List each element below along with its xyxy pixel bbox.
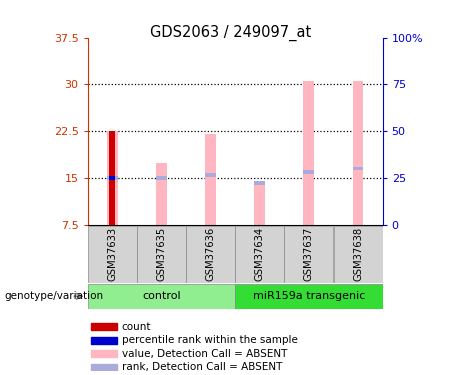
Bar	[284, 226, 333, 282]
Bar	[88, 226, 137, 282]
Text: GDS2063 / 249097_at: GDS2063 / 249097_at	[150, 24, 311, 40]
Bar	[205, 173, 216, 177]
Bar	[333, 226, 383, 282]
Bar	[91, 364, 117, 371]
Bar	[156, 162, 167, 225]
Bar	[109, 176, 115, 180]
Text: miR159a transgenic: miR159a transgenic	[253, 291, 365, 301]
Text: GSM37636: GSM37636	[206, 227, 216, 281]
Bar	[91, 337, 117, 344]
Bar	[107, 131, 118, 225]
Bar	[88, 284, 235, 309]
Bar	[156, 176, 167, 180]
Bar	[186, 226, 235, 282]
Text: GSM37635: GSM37635	[156, 227, 166, 281]
Text: count: count	[122, 322, 151, 332]
Bar	[91, 323, 117, 330]
Text: value, Detection Call = ABSENT: value, Detection Call = ABSENT	[122, 349, 287, 359]
Text: percentile rank within the sample: percentile rank within the sample	[122, 335, 297, 345]
Bar	[254, 184, 265, 225]
Text: GSM37638: GSM37638	[353, 227, 363, 281]
Text: GSM37633: GSM37633	[107, 227, 117, 281]
Bar	[109, 131, 115, 225]
Bar	[353, 167, 363, 171]
Bar	[254, 182, 265, 185]
Bar	[235, 284, 383, 309]
Text: GSM37634: GSM37634	[254, 227, 265, 281]
Bar	[235, 226, 284, 282]
Bar	[303, 81, 314, 225]
Text: rank, Detection Call = ABSENT: rank, Detection Call = ABSENT	[122, 363, 282, 372]
Bar	[205, 134, 216, 225]
Bar	[137, 226, 186, 282]
Bar	[107, 176, 118, 180]
Text: control: control	[142, 291, 181, 301]
Bar	[91, 350, 117, 357]
Bar	[353, 81, 363, 225]
Text: GSM37637: GSM37637	[304, 227, 314, 281]
Bar	[303, 170, 314, 174]
Text: genotype/variation: genotype/variation	[5, 291, 104, 301]
